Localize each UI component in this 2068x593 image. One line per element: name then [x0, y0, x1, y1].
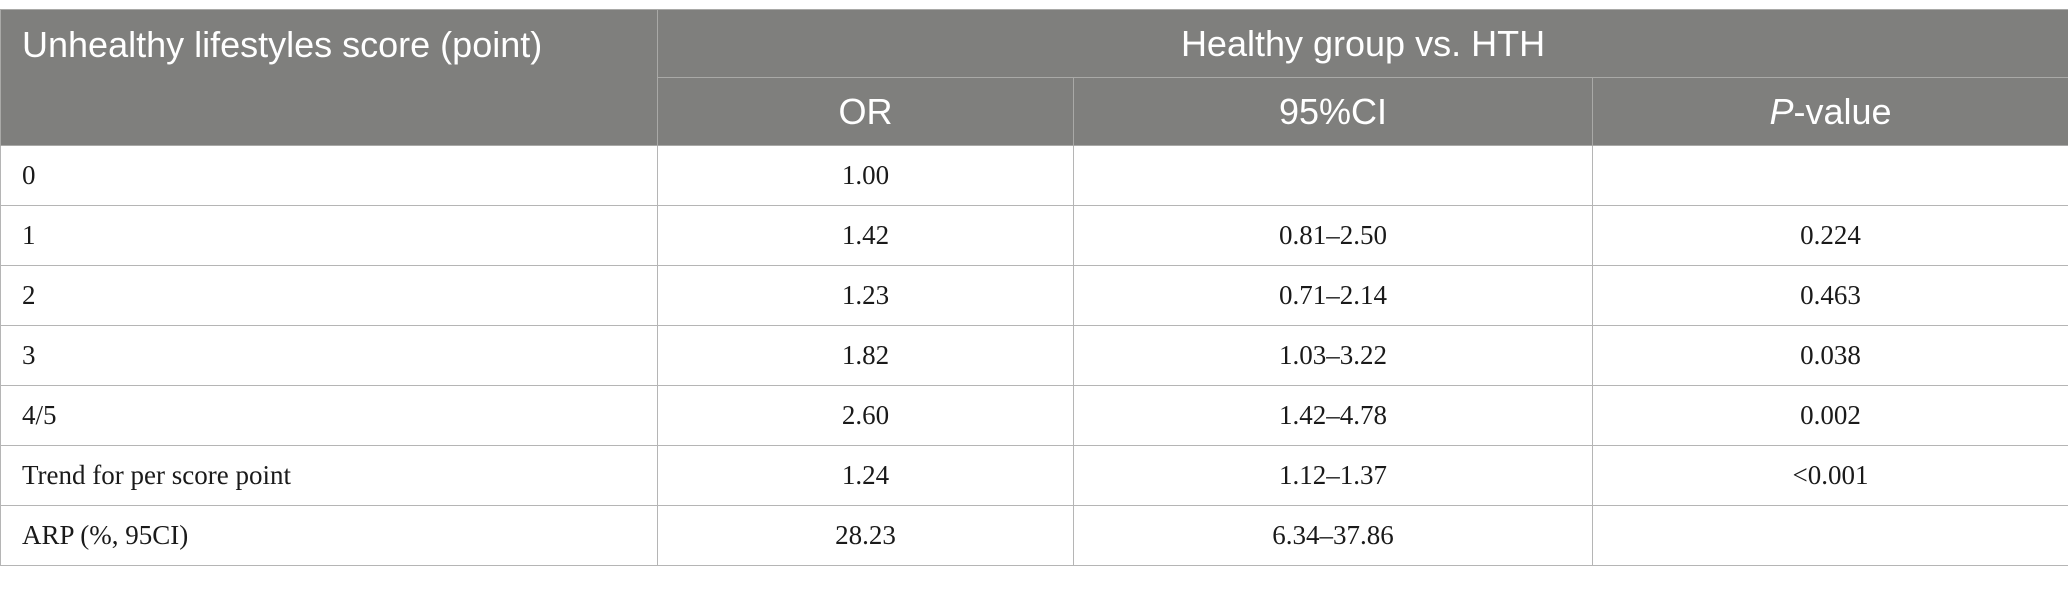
p-value: 0.002 [1591, 385, 2068, 446]
or-value: 28.23 [657, 505, 1074, 566]
results-table-container: Unhealthy lifestyles score (point) Healt… [0, 9, 2068, 566]
row-label: 1 [0, 205, 658, 266]
or-value: 1.00 [657, 145, 1074, 206]
ci-value: 1.12–1.37 [1073, 445, 1593, 506]
ci-value: 0.81–2.50 [1073, 205, 1593, 266]
table-row: 0 1.00 [0, 145, 2068, 206]
ci-value: 6.34–37.86 [1073, 505, 1593, 566]
table-row: ARP (%, 95CI) 28.23 6.34–37.86 [0, 505, 2068, 566]
ci-value: 0.71–2.14 [1073, 265, 1593, 326]
row-label: 3 [0, 325, 658, 386]
or-value: 1.42 [657, 205, 1074, 266]
row-label: ARP (%, 95CI) [0, 505, 658, 566]
header-row-2: OR 95%CI P-value [1, 77, 2068, 146]
ci-value: 1.03–3.22 [1073, 325, 1593, 386]
row-label: 0 [0, 145, 658, 206]
table-row: 1 1.42 0.81–2.50 0.224 [0, 205, 2068, 266]
table-header: Unhealthy lifestyles score (point) Healt… [0, 9, 2068, 146]
table-row: 3 1.82 1.03–3.22 0.038 [0, 325, 2068, 386]
table-row: 4/5 2.60 1.42–4.78 0.002 [0, 385, 2068, 446]
p-value-column-header: P-value [1591, 77, 2068, 146]
p-value-italic-p: P [1769, 90, 1794, 132]
p-value-suffix: -value [1793, 90, 1892, 132]
or-column-header: OR [657, 77, 1074, 146]
table-row: 2 1.23 0.71–2.14 0.463 [0, 265, 2068, 326]
p-value [1591, 505, 2068, 566]
table-row: Trend for per score point 1.24 1.12–1.37… [0, 445, 2068, 506]
p-value: 0.038 [1591, 325, 2068, 386]
p-value: 0.463 [1591, 265, 2068, 326]
ci-column-header: 95%CI [1073, 77, 1593, 146]
group-header-cell: Healthy group vs. HTH [656, 9, 2068, 78]
ci-value [1073, 145, 1593, 206]
ci-value: 1.42–4.78 [1073, 385, 1593, 446]
row-label: 2 [0, 265, 658, 326]
or-value: 1.23 [657, 265, 1074, 326]
or-value: 1.24 [657, 445, 1074, 506]
p-value: <0.001 [1591, 445, 2068, 506]
or-value: 2.60 [657, 385, 1074, 446]
p-value: 0.224 [1591, 205, 2068, 266]
row-header-cell: Unhealthy lifestyles score (point) [0, 9, 658, 146]
table-body: 0 1.00 1 1.42 0.81–2.50 0.224 2 1.23 0.7… [0, 145, 2068, 566]
header-row-1: Unhealthy lifestyles score (point) Healt… [0, 9, 2068, 146]
or-value: 1.82 [657, 325, 1074, 386]
p-value [1591, 145, 2068, 206]
results-table: Unhealthy lifestyles score (point) Healt… [0, 9, 2068, 566]
row-label: 4/5 [0, 385, 658, 446]
row-label: Trend for per score point [0, 445, 658, 506]
